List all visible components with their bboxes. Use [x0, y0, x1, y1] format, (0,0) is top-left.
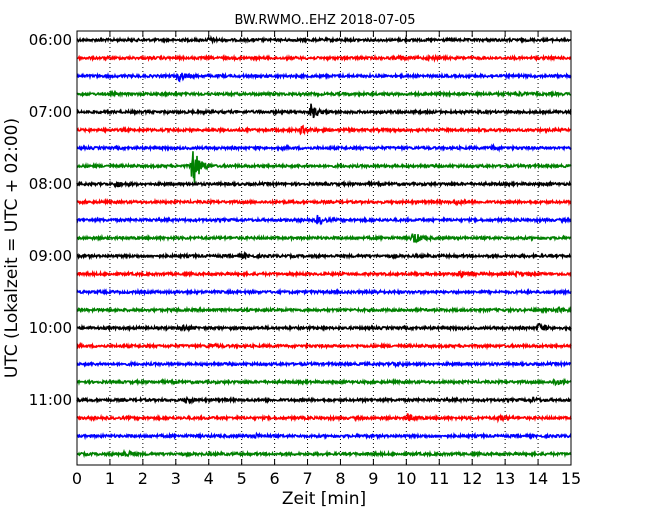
- x-tick-label: 13: [495, 469, 515, 488]
- x-tick-label: 8: [335, 469, 345, 488]
- seismic-trace: [76, 151, 572, 184]
- seismic-trace: [76, 214, 572, 226]
- y-tick-label: 06:00: [29, 31, 72, 49]
- y-axis-label: UTC (Lokalzeit = UTC + 02:00): [2, 118, 22, 378]
- seismic-trace: [76, 124, 572, 136]
- seismic-trace: [76, 395, 572, 405]
- seismic-trace: [76, 197, 572, 207]
- seismic-trace: [76, 233, 572, 244]
- seismic-trace: [76, 89, 572, 99]
- seismic-trace: [76, 287, 572, 297]
- y-tick-label: 11:00: [29, 391, 72, 409]
- grid: [109, 31, 539, 465]
- y-tick-label: 10:00: [29, 319, 72, 337]
- x-tick-label: 6: [270, 469, 280, 488]
- x-tick-label: 1: [105, 469, 115, 488]
- y-tick-label: 08:00: [29, 175, 72, 193]
- seismic-trace: [76, 142, 572, 153]
- x-tick-label: 7: [302, 469, 312, 488]
- seismic-traces: [76, 34, 572, 459]
- seismic-trace: [76, 413, 572, 424]
- seismic-trace: [76, 103, 572, 119]
- seismic-trace: [76, 359, 572, 369]
- x-axis-label: Zeit [min]: [282, 489, 366, 509]
- y-tick-label: 07:00: [29, 103, 72, 121]
- x-tick-label: 10: [396, 469, 416, 488]
- seismic-trace: [76, 34, 572, 45]
- x-tick-label: 0: [72, 469, 82, 488]
- seismic-trace: [76, 322, 572, 333]
- x-tick-label: 11: [429, 469, 449, 488]
- x-tick-label: 12: [462, 469, 482, 488]
- seismic-trace: [76, 269, 572, 279]
- seismic-trace: [76, 377, 572, 387]
- seismic-trace: [76, 250, 572, 261]
- seismic-trace: [76, 53, 572, 63]
- x-tick-label: 15: [561, 469, 581, 488]
- x-tick-label: 9: [368, 469, 378, 488]
- y-tick-label: 09:00: [29, 247, 72, 265]
- seismic-trace: [76, 448, 572, 459]
- x-tick-label: 4: [204, 469, 214, 488]
- x-tick-label: 14: [528, 469, 548, 488]
- x-tick-label: 2: [138, 469, 148, 488]
- axis-ticks: 0 1 2 3 4 5 6 7 8 9 10 11 12 13 14 1506:0007:0008:0009:…: [29, 31, 581, 488]
- x-tick-label: 5: [237, 469, 247, 488]
- x-tick-label: 3: [171, 469, 181, 488]
- chart-title: BW.RWMO..EHZ 2018-07-05: [234, 13, 415, 28]
- seismic-trace: [76, 431, 572, 441]
- plot-frame: [76, 30, 572, 466]
- seismic-trace: [76, 179, 572, 189]
- seismic-trace: [76, 71, 572, 83]
- seismic-trace: [76, 341, 572, 351]
- seismic-trace: [76, 305, 572, 315]
